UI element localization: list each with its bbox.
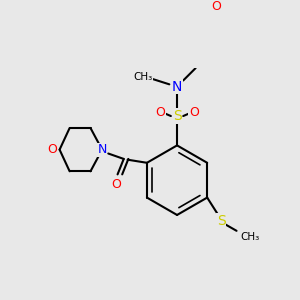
Text: CH₃: CH₃ xyxy=(134,72,153,82)
Text: CH₃: CH₃ xyxy=(241,232,260,242)
Text: N: N xyxy=(172,80,182,94)
Text: O: O xyxy=(47,143,57,156)
Text: N: N xyxy=(98,143,107,156)
Text: O: O xyxy=(189,106,199,119)
Text: O: O xyxy=(155,106,165,119)
Text: S: S xyxy=(173,109,182,123)
Text: O: O xyxy=(111,178,121,191)
Text: O: O xyxy=(211,0,220,13)
Text: S: S xyxy=(217,214,226,228)
